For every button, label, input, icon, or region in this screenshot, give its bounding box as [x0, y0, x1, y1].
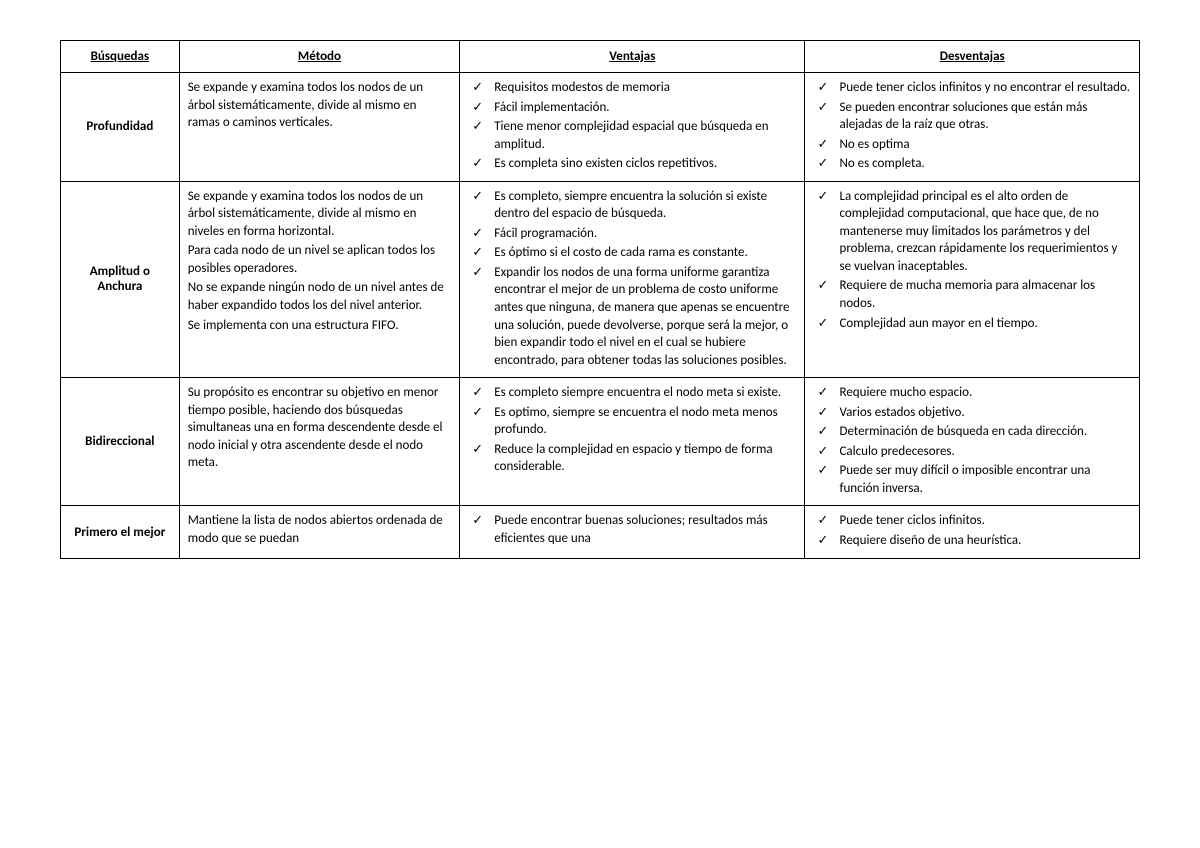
list-item: Puede tener ciclos infinitos. — [835, 512, 1131, 532]
list-item: Requisitos modestos de memoria — [490, 79, 796, 99]
cell-metodo: Mantiene la lista de nodos abiertos orde… — [179, 506, 460, 558]
cell-ventajas: Es completo, siempre encuentra la soluci… — [460, 181, 805, 377]
list-item: Se pueden encontrar soluciones que están… — [835, 99, 1131, 136]
metodo-paragraph: Se expande y examina todos los nodos de … — [188, 188, 452, 241]
table-header-row: Búsquedas Método Ventajas Desventajas — [61, 41, 1140, 73]
col-header-ventajas: Ventajas — [460, 41, 805, 73]
cell-metodo: Se expande y examina todos los nodos de … — [179, 181, 460, 377]
row-name: Bidireccional — [61, 378, 180, 506]
list-item: No es optima — [835, 136, 1131, 156]
desventajas-list: Requiere mucho espacio.Varios estados ob… — [813, 384, 1131, 499]
cell-metodo: Se expande y examina todos los nodos de … — [179, 73, 460, 182]
row-name: Primero el mejor — [61, 506, 180, 558]
col-header-metodo: Método — [179, 41, 460, 73]
search-comparison-table: Búsquedas Método Ventajas Desventajas Pr… — [60, 40, 1140, 559]
list-item: Tiene menor complejidad espacial que bús… — [490, 118, 796, 155]
list-item: Determinación de búsqueda en cada direcc… — [835, 423, 1131, 443]
list-item: Es completo, siempre encuentra la soluci… — [490, 188, 796, 225]
list-item: Puede encontrar buenas soluciones; resul… — [490, 512, 796, 549]
list-item: Es optimo, siempre se encuentra el nodo … — [490, 404, 796, 441]
metodo-paragraph: Su propósito es encontrar su objetivo en… — [188, 384, 452, 472]
list-item: Reduce la complejidad en espacio y tiemp… — [490, 441, 796, 478]
table-row: Primero el mejorMantiene la lista de nod… — [61, 506, 1140, 558]
metodo-paragraph: Mantiene la lista de nodos abiertos orde… — [188, 512, 452, 547]
list-item: Complejidad aun mayor en el tiempo. — [835, 315, 1131, 335]
list-item: Expandir los nodos de una forma uniforme… — [490, 264, 796, 371]
cell-desventajas: Puede tener ciclos infinitos.Requiere di… — [805, 506, 1140, 558]
row-name: Amplitud o Anchura — [61, 181, 180, 377]
metodo-paragraph: Se implementa con una estructura FIFO. — [188, 317, 452, 335]
row-name: Profundidad — [61, 73, 180, 182]
desventajas-list: Puede tener ciclos infinitos.Requiere di… — [813, 512, 1131, 551]
ventajas-list: Puede encontrar buenas soluciones; resul… — [468, 512, 796, 549]
table-row: BidireccionalSu propósito es encontrar s… — [61, 378, 1140, 506]
table-row: ProfundidadSe expande y examina todos lo… — [61, 73, 1140, 182]
list-item: Puede tener ciclos infinitos y no encont… — [835, 79, 1131, 99]
cell-desventajas: Requiere mucho espacio.Varios estados ob… — [805, 378, 1140, 506]
metodo-paragraph: Se expande y examina todos los nodos de … — [188, 79, 452, 132]
list-item: Calculo predecesores. — [835, 443, 1131, 463]
list-item: Requiere de mucha memoria para almacenar… — [835, 277, 1131, 314]
ventajas-list: Es completo siempre encuentra el nodo me… — [468, 384, 796, 478]
metodo-paragraph: No se expande ningún nodo de un nivel an… — [188, 279, 452, 314]
desventajas-list: Puede tener ciclos infinitos y no encont… — [813, 79, 1131, 175]
list-item: Varios estados objetivo. — [835, 404, 1131, 424]
metodo-paragraph: Para cada nodo de un nivel se aplican to… — [188, 242, 452, 277]
list-item: Fácil implementación. — [490, 99, 796, 119]
col-header-busquedas: Búsquedas — [61, 41, 180, 73]
cell-ventajas: Puede encontrar buenas soluciones; resul… — [460, 506, 805, 558]
list-item: No es completa. — [835, 155, 1131, 175]
cell-metodo: Su propósito es encontrar su objetivo en… — [179, 378, 460, 506]
list-item: La complejidad principal es el alto orde… — [835, 188, 1131, 278]
list-item: Es completo siempre encuentra el nodo me… — [490, 384, 796, 404]
list-item: Fácil programación. — [490, 225, 796, 245]
list-item: Es óptimo si el costo de cada rama es co… — [490, 244, 796, 264]
list-item: Requiere mucho espacio. — [835, 384, 1131, 404]
col-header-desventajas: Desventajas — [805, 41, 1140, 73]
cell-desventajas: Puede tener ciclos infinitos y no encont… — [805, 73, 1140, 182]
cell-ventajas: Es completo siempre encuentra el nodo me… — [460, 378, 805, 506]
ventajas-list: Requisitos modestos de memoriaFácil impl… — [468, 79, 796, 175]
list-item: Es completa sino existen ciclos repetiti… — [490, 155, 796, 175]
list-item: Puede ser muy difícil o imposible encont… — [835, 462, 1131, 499]
table-row: Amplitud o AnchuraSe expande y examina t… — [61, 181, 1140, 377]
cell-ventajas: Requisitos modestos de memoriaFácil impl… — [460, 73, 805, 182]
ventajas-list: Es completo, siempre encuentra la soluci… — [468, 188, 796, 371]
list-item: Requiere diseño de una heurística. — [835, 532, 1131, 552]
desventajas-list: La complejidad principal es el alto orde… — [813, 188, 1131, 334]
cell-desventajas: La complejidad principal es el alto orde… — [805, 181, 1140, 377]
